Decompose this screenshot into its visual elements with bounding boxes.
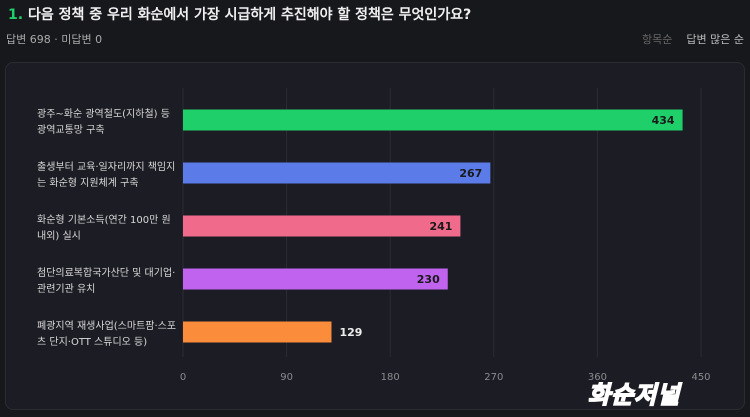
category-label: 첨단의료복합국가산단 및 대기업· [37,266,175,279]
x-tick-label: 450 [691,372,710,383]
sort-by-answers[interactable]: 답변 많은 순 [686,33,744,46]
category-label: 관련기관 유치 [37,283,95,295]
data-label: 241 [429,220,452,233]
x-tick-label: 270 [484,372,503,383]
category-label: 화순형 기본소득(연간 100만 원 [37,214,171,226]
sort-options: 항목순 답변 많은 순 [628,31,744,47]
bar [183,321,332,343]
category-label: 내외) 실시 [37,230,81,242]
category-label: 는 화순형 지원체계 구축 [37,177,139,189]
separator: · [54,33,58,46]
x-tick-label: 180 [381,372,400,383]
question-title: 1. 다음 정책 중 우리 화순에서 가장 시급하게 추진해야 할 정책은 무엇… [8,4,471,24]
data-label: 230 [417,273,440,286]
bar [183,162,491,184]
answered-count: 답변 698 [6,33,51,46]
x-tick-label: 90 [280,372,293,383]
category-label: 출생부터 교육·일자리까지 책임지 [37,160,175,173]
category-label: 광역교통망 구축 [37,124,105,136]
data-label: 129 [339,326,362,339]
x-tick-label: 0 [180,372,186,383]
category-label: 폐광지역 재생사업(스마트팜·스포 [37,319,176,332]
watermark-logo: 화순저널 [587,380,681,410]
question-number: 1. [8,7,24,23]
category-label: 광주~화순 광역철도(지하철) 등 [37,107,170,120]
unanswered-count: 미답변 0 [61,33,103,46]
data-label: 267 [459,167,482,180]
bar [183,215,461,237]
category-label: 츠 단지·OTT 스튜디오 등) [37,336,147,348]
bar [183,268,448,290]
response-meta: 답변 698 · 미답변 0 [6,31,102,47]
data-label: 434 [652,114,675,127]
x-tick-label: 360 [588,372,607,383]
sort-by-item[interactable]: 항목순 [642,33,673,46]
question-text: 다음 정책 중 우리 화순에서 가장 시급하게 추진해야 할 정책은 무엇인가요… [27,7,472,23]
bar [183,109,683,131]
